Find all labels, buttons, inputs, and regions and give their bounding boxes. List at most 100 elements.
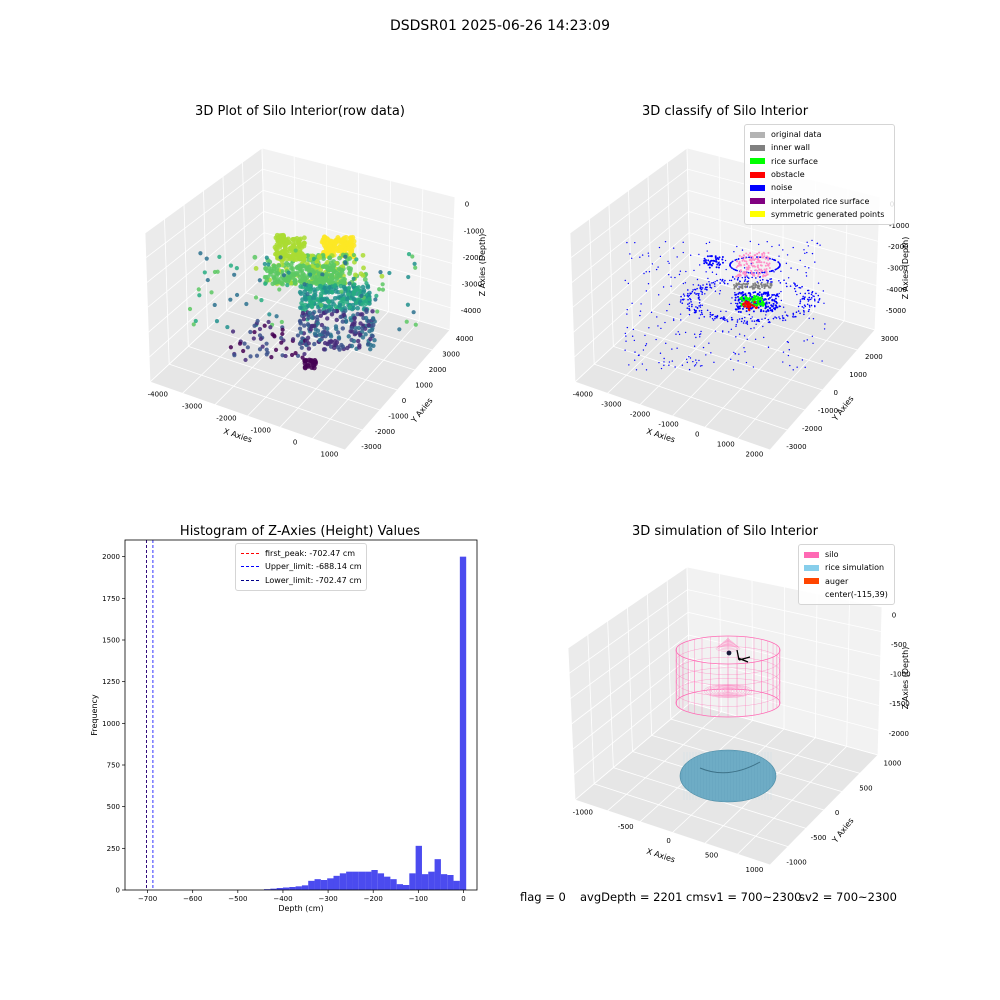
raw-data-point [333, 326, 339, 332]
raw-data-point [286, 270, 291, 275]
histogram-xlabel: Depth (cm) [278, 904, 323, 913]
classify-data-point [774, 259, 777, 262]
classify-data-point [744, 257, 747, 260]
classify-data-point [736, 306, 739, 309]
classify-data-point [739, 271, 742, 274]
classify-data-point [709, 313, 712, 316]
classify-data-point [705, 354, 707, 356]
classify-data-point [721, 261, 724, 264]
classify-data-point [736, 245, 738, 248]
classify-data-point [765, 271, 768, 274]
classify-data-point [782, 317, 785, 319]
classify-data-point [684, 282, 687, 284]
silo-floor-ring [723, 689, 733, 693]
classify-data-point [689, 357, 692, 359]
raw-data-point [355, 338, 361, 344]
classify-data-point [698, 305, 700, 307]
classify-data-point [694, 311, 697, 313]
classify-data-point [759, 279, 762, 282]
classify-data-point [708, 266, 711, 269]
raw-y-tick-label: -3000 [361, 443, 381, 451]
classify-data-point [757, 255, 760, 258]
classify-data-point [626, 241, 628, 244]
classify-data-point [738, 353, 740, 355]
raw-data-point [329, 273, 335, 278]
histogram-legend-item: Upper_limit: -688.14 cm [241, 560, 362, 573]
classify-data-point [680, 319, 682, 321]
raw-data-point [335, 236, 341, 243]
classify-data-point [696, 287, 698, 290]
classify-data-point [753, 327, 755, 329]
raw-data-point [321, 239, 327, 245]
raw-data-point [298, 305, 303, 311]
classify-data-point [797, 310, 800, 312]
classify-data-point [726, 319, 728, 321]
cls-x-tick-label: 0 [695, 431, 699, 439]
classify-data-point [709, 284, 711, 287]
classify-data-point [648, 327, 650, 329]
classify-data-point [672, 318, 675, 320]
raw-data-point [204, 256, 209, 261]
classify-data-point [688, 294, 691, 297]
classify-data-point [743, 260, 746, 263]
classify-data-point [768, 301, 771, 304]
classify-data-point [808, 299, 810, 301]
classify-data-point [745, 268, 748, 271]
raw-data-point [311, 295, 317, 301]
classify-data-point [682, 251, 684, 254]
classify-data-point [688, 368, 691, 371]
classify-data-point [761, 318, 763, 320]
classify-data-point [723, 281, 725, 283]
raw-data-point [295, 353, 301, 358]
silo-floor-ring [713, 686, 743, 696]
raw-data-point [343, 288, 348, 293]
raw-data-point [336, 335, 342, 340]
raw-data-point [263, 266, 268, 271]
classify-data-point [797, 305, 800, 308]
raw-data-point [353, 325, 358, 331]
classify-data-point [767, 305, 770, 308]
classify-data-point [768, 307, 771, 310]
classify-data-point [807, 310, 810, 313]
classify-data-point [821, 360, 823, 362]
classify-data-point [751, 287, 754, 290]
histogram-ytick-label: 500 [107, 803, 120, 811]
classify-data-point [753, 300, 756, 304]
classify-data-point [711, 314, 713, 316]
classify-data-point [790, 267, 792, 269]
classify-data-point [759, 264, 762, 267]
classify-data-point [760, 303, 763, 306]
raw-data-point [334, 317, 339, 323]
classify-data-point [739, 263, 742, 266]
classify-data-point [763, 336, 765, 339]
classify-data-point [779, 317, 781, 320]
classify-data-point [746, 323, 749, 325]
classify-data-point [703, 257, 706, 260]
classify-data-point [668, 364, 670, 366]
classify-data-point [719, 278, 722, 281]
classify-data-point [694, 364, 697, 366]
raw-data-point [380, 282, 385, 287]
raw-data-point [248, 329, 253, 335]
raw-data-point [282, 246, 288, 252]
classify-data-point [756, 265, 759, 268]
classify-data-point [680, 295, 682, 298]
classify-data-point [747, 277, 750, 279]
classify-data-point [753, 298, 757, 301]
raw-data-point [264, 341, 269, 346]
classify-data-point [624, 349, 626, 351]
classify-data-point [752, 366, 755, 368]
classify-data-point [730, 302, 732, 305]
histogram-ytick-label: 1500 [102, 637, 120, 645]
classify-data-point [799, 292, 802, 295]
raw-data-point [373, 297, 378, 302]
classify-data-point [806, 251, 808, 254]
classify-legend-item: rice surface [750, 155, 889, 168]
classify-data-point [719, 289, 721, 292]
classify-data-point [757, 282, 760, 285]
classify-data-point [626, 326, 629, 329]
raw-data-point [315, 263, 320, 268]
histogram-xtick-label: −200 [364, 895, 383, 903]
classify-data-point [763, 255, 766, 258]
classify-data-point [761, 278, 764, 281]
